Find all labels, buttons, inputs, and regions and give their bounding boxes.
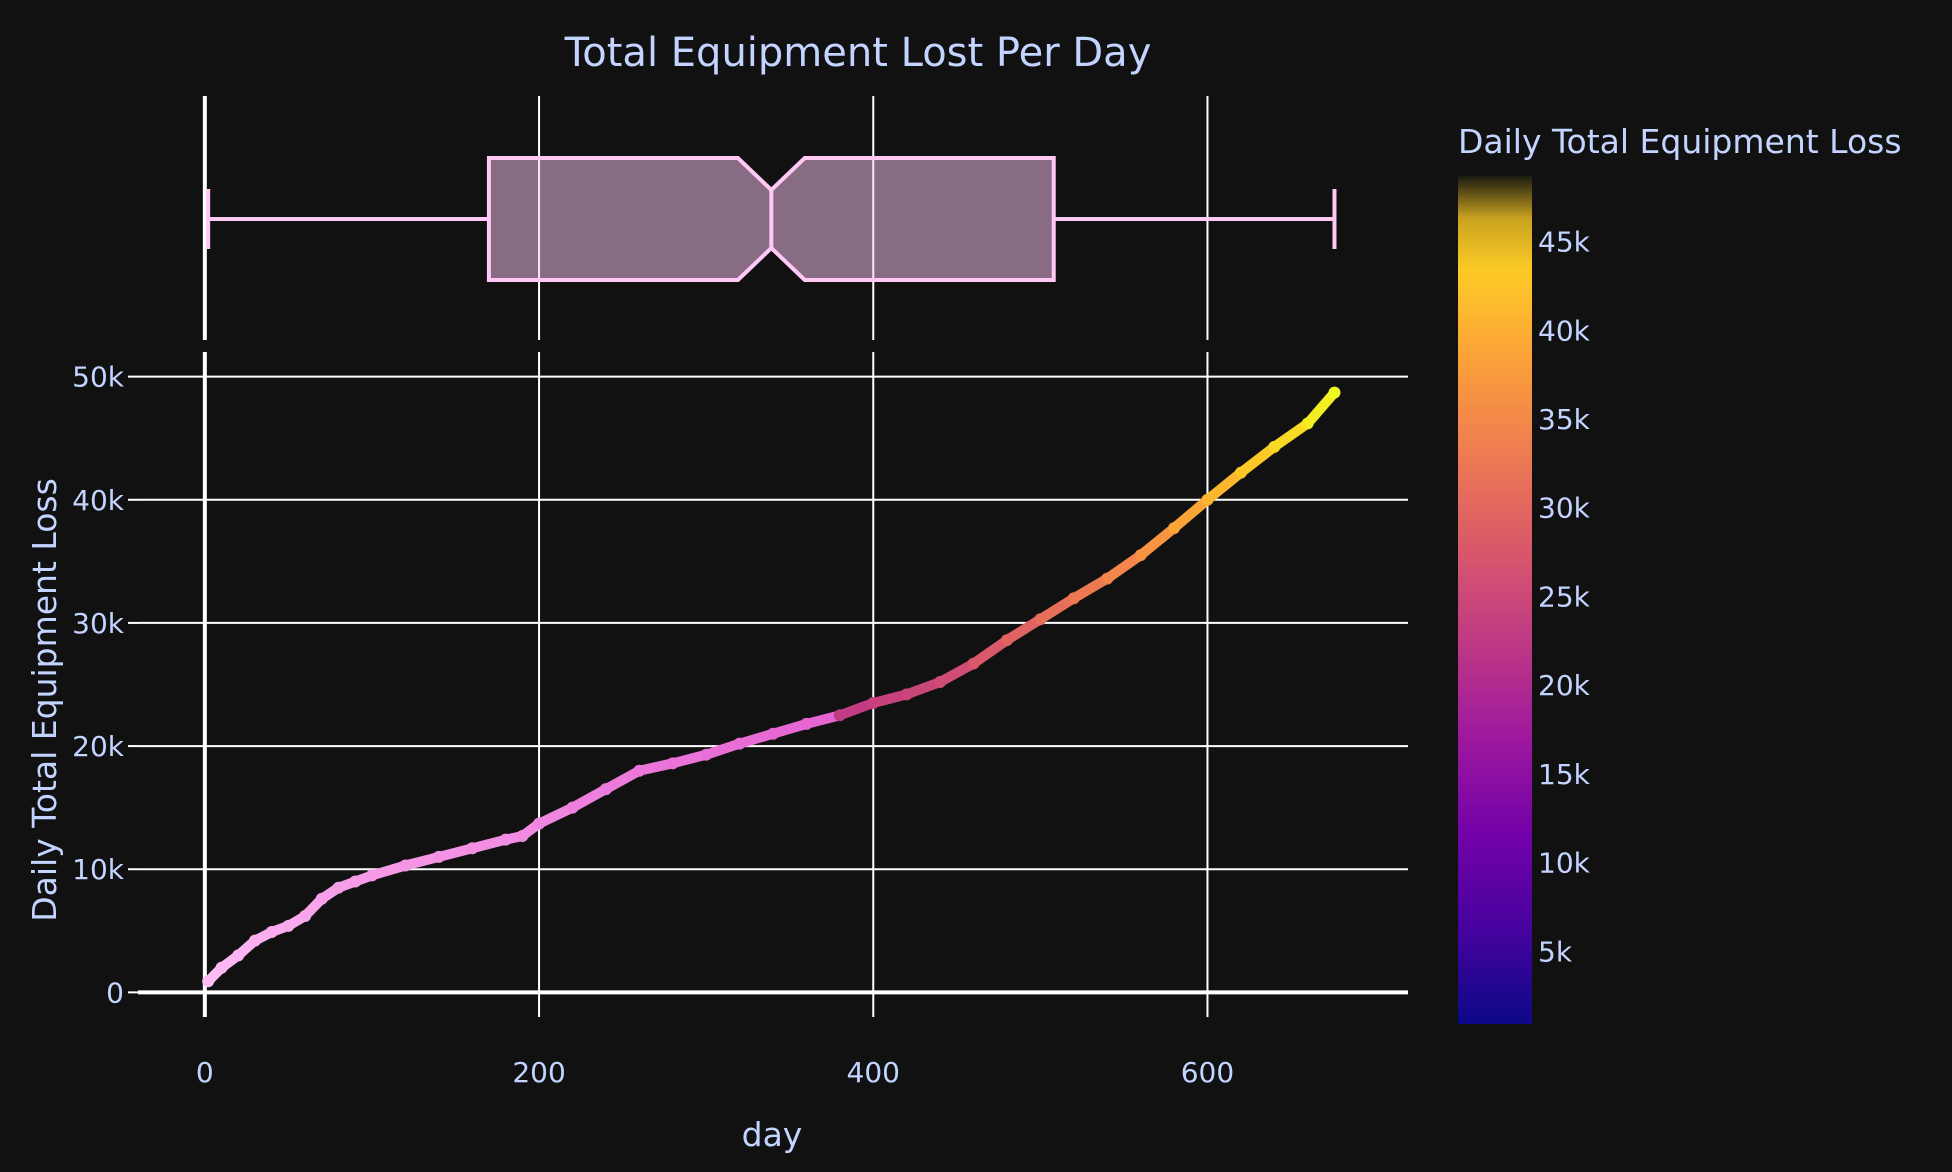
series-line-segment [1035,593,1079,625]
marginal-box-plot [206,156,1337,282]
series-line-segment [1135,523,1180,561]
colorbar-tick-label: 10k [1538,847,1591,880]
colorbar-tick-label: 20k [1538,669,1591,702]
series-line-segment [600,765,645,795]
y-tick-label: 30k [72,607,125,640]
x-axis-title: day [742,1115,803,1154]
colorbar-tick-label: 25k [1538,580,1591,613]
series-line-segment [1235,441,1280,478]
colorbar-tick-label: 35k [1538,403,1591,436]
chart-title: Total Equipment Lost Per Day [564,30,1152,76]
x-tick-label: 0 [196,1056,214,1089]
colorbar-tick-label: 15k [1538,758,1591,791]
y-tick-label: 40k [72,484,125,517]
colorbar-tick-label: 45k [1538,226,1591,259]
colorbar-title: Daily Total Equipment Loss [1458,122,1902,161]
y-axis-title: Daily Total Equipment Loss [25,478,64,922]
colorbar-tick-label: 40k [1538,314,1591,347]
data-point [1328,386,1341,399]
grid-layer [128,96,1408,1017]
colorbar-ticks: 5k 10k 15k 20k 25k 30k 35k 40k 45k [1538,226,1591,969]
y-tick-label: 50k [72,361,125,394]
series-line-segment [1269,418,1313,452]
series-line-segment [534,802,578,829]
series-line-segment [567,784,611,813]
x-tick-label: 400 [847,1056,900,1089]
y-tick-label: 20k [72,730,125,763]
series-line-segment [1102,550,1146,584]
series-layer [202,386,1341,988]
x-tick-label: 600 [1181,1056,1234,1089]
y-tick-label: 0 [106,976,124,1009]
series-line-segment [968,635,1012,669]
colorbar-tick-label: 5k [1538,935,1573,968]
x-tick-label: 200 [512,1056,565,1089]
colorbar-tick-label: 30k [1538,492,1591,525]
y-tick-label: 10k [72,853,125,886]
series-line-segment [1001,614,1046,646]
series-line-segment [1202,467,1246,505]
series-line-segment [1169,494,1213,534]
series-line-segment [935,658,979,688]
series-line-segment [1068,573,1113,604]
axis-layer: 0 200 400 600 0 10k 20k 30k 40k 50k [72,361,1234,1089]
series-line-segment [1302,387,1340,429]
colorbar-gradient [1458,176,1532,1024]
